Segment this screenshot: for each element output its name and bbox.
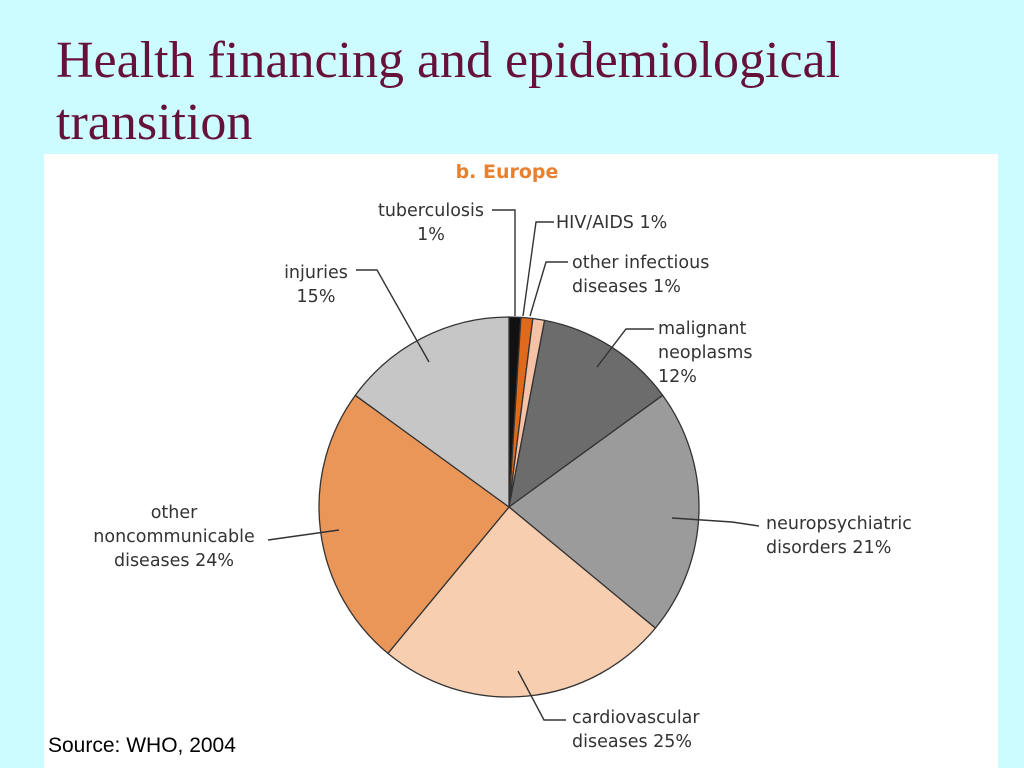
slice-label-line: 12%: [658, 367, 697, 387]
leader-line-other-noncommunicable-diseases: [267, 529, 340, 541]
pie-chart: tuberculosis 1% HIV/AIDS 1% other infectiou…: [93, 161, 912, 752]
slice-label-other-noncommunicable-diseases: other noncommunicable diseases 24%: [93, 503, 254, 571]
slice-label-line: other infectious: [572, 253, 709, 273]
leader-line-cardiovascular-diseases: [517, 670, 566, 721]
chart-title: b. Europe: [456, 161, 559, 183]
slice-label-line: noncommunicable: [93, 527, 254, 547]
slice-label-line: 1%: [417, 225, 445, 245]
slice-label-line: neuropsychiatric: [766, 514, 912, 534]
slice-label-malignant-neoplasms: malignant neoplasms 12%: [658, 319, 753, 387]
slice-label-cardiovascular-diseases: cardiovascular diseases 25%: [572, 708, 700, 752]
slice-label-line: diseases 24%: [114, 551, 234, 571]
leader-line-neuropsychiatric-disorders: [671, 517, 760, 527]
slice-label-other-infectious-diseases: other infectious diseases 1%: [572, 253, 709, 297]
source-note: Source: WHO, 2004: [48, 734, 236, 757]
slice-label-hiv-aids: HIV/AIDS 1%: [556, 213, 667, 233]
leader-line-injuries: [356, 269, 430, 363]
slice-label-line: cardiovascular: [572, 708, 700, 728]
slide-title: Health financing and epidemiological tra…: [56, 32, 841, 151]
pie-slice-malignant-neoplasms: [508, 319, 664, 508]
slice-label-line: HIV/AIDS 1%: [556, 213, 667, 233]
slice-label-injuries: injuries 15%: [284, 263, 348, 307]
label-layer: tuberculosis 1% HIV/AIDS 1% other infectiou…: [93, 201, 912, 752]
slice-label-line: diseases 25%: [572, 732, 692, 752]
pie-slice-injuries: [354, 316, 510, 508]
slice-label-line: malignant: [658, 319, 747, 339]
pie-slice-other-noncommunicable-diseases: [318, 394, 510, 655]
slice-label-line: tuberculosis: [378, 201, 484, 221]
slice-label-line: neoplasms: [658, 343, 753, 363]
chart-panel: tuberculosis 1% HIV/AIDS 1% other infectiou…: [44, 154, 998, 768]
slice-label-tuberculosis: tuberculosis 1%: [378, 201, 484, 245]
slice-label-line: other: [151, 503, 198, 523]
slice-label-line: injuries: [284, 263, 348, 283]
slice-layer: [318, 316, 700, 698]
slice-label-line: 15%: [297, 287, 336, 307]
leader-line-tuberculosis: [492, 209, 516, 316]
slice-label-line: disorders 21%: [766, 538, 891, 558]
leader-layer: [267, 209, 760, 721]
pie-slice-cardiovascular-diseases: [387, 506, 657, 698]
slice-label-neuropsychiatric-disorders: neuropsychiatric disorders 21%: [766, 514, 912, 558]
leader-line-other-infectious-diseases: [529, 261, 568, 317]
leader-line-malignant-neoplasms: [596, 328, 654, 368]
pie-slice-neuropsychiatric-disorders: [508, 394, 700, 629]
slice-label-line: diseases 1%: [572, 277, 681, 297]
leader-line-hiv-aids: [522, 221, 554, 317]
